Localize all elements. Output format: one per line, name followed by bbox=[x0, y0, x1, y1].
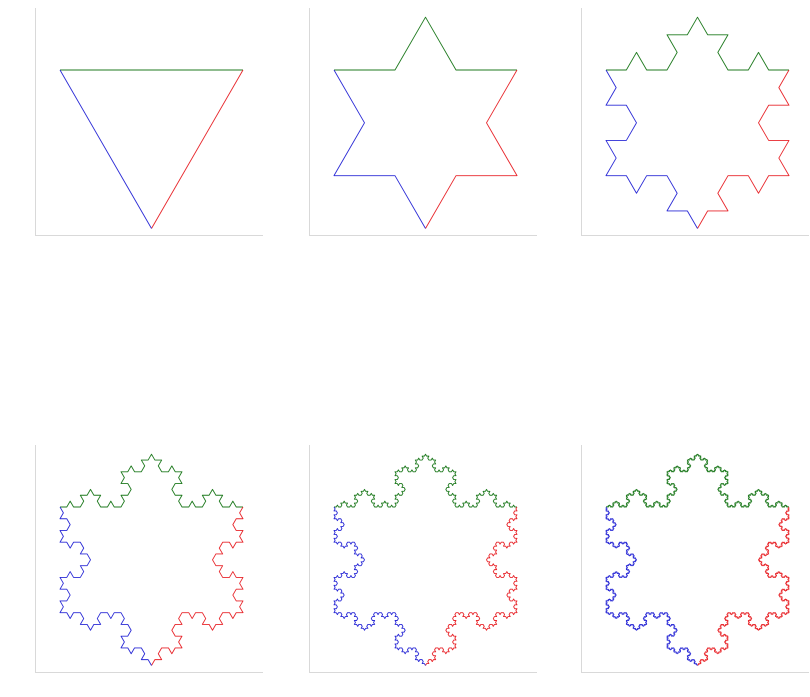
koch-panel-iteration-2 bbox=[581, 8, 809, 236]
koch-panel-iteration-1 bbox=[309, 8, 537, 236]
panel-frame-bottom bbox=[309, 235, 537, 236]
left-side-curve bbox=[59, 506, 152, 666]
koch-curve-svg bbox=[59, 69, 244, 229]
panel-frame-bottom bbox=[581, 672, 809, 673]
koch-curve-svg bbox=[59, 453, 244, 666]
right-side-curve bbox=[697, 506, 790, 666]
koch-curve-svg bbox=[333, 16, 518, 229]
panel-frame-bottom bbox=[309, 672, 537, 673]
panel-frame-left bbox=[35, 8, 36, 236]
panel-frame-left bbox=[35, 445, 36, 673]
top-side-curve bbox=[334, 453, 517, 508]
koch-panel-iteration-5 bbox=[581, 445, 809, 673]
left-side-curve bbox=[59, 69, 152, 229]
panel-frame-bottom bbox=[35, 235, 263, 236]
koch-panel-iteration-4 bbox=[309, 445, 537, 673]
right-side-curve bbox=[151, 506, 244, 666]
koch-curve-svg bbox=[605, 16, 790, 229]
koch-panel-iteration-3 bbox=[35, 445, 263, 673]
right-side-curve bbox=[151, 69, 244, 229]
panel-frame-bottom bbox=[581, 235, 809, 236]
right-side-curve bbox=[425, 506, 518, 666]
top-side-curve bbox=[60, 453, 243, 508]
panel-frame-left bbox=[309, 8, 310, 236]
right-side-curve bbox=[697, 69, 790, 229]
top-side-curve bbox=[334, 16, 517, 71]
koch-curve-svg bbox=[333, 453, 518, 666]
left-side-curve bbox=[605, 506, 698, 666]
panel-frame-bottom bbox=[35, 672, 263, 673]
right-side-curve bbox=[425, 69, 518, 229]
panel-frame-left bbox=[309, 445, 310, 673]
left-side-curve bbox=[333, 506, 426, 666]
top-side-curve bbox=[606, 453, 789, 508]
panel-frame-left bbox=[581, 8, 582, 236]
left-side-curve bbox=[333, 69, 426, 229]
left-side-curve bbox=[605, 69, 698, 229]
top-side-curve bbox=[606, 16, 789, 71]
panel-frame-left bbox=[581, 445, 582, 673]
koch-panel-iteration-0 bbox=[35, 8, 263, 236]
koch-curve-svg bbox=[605, 453, 790, 666]
